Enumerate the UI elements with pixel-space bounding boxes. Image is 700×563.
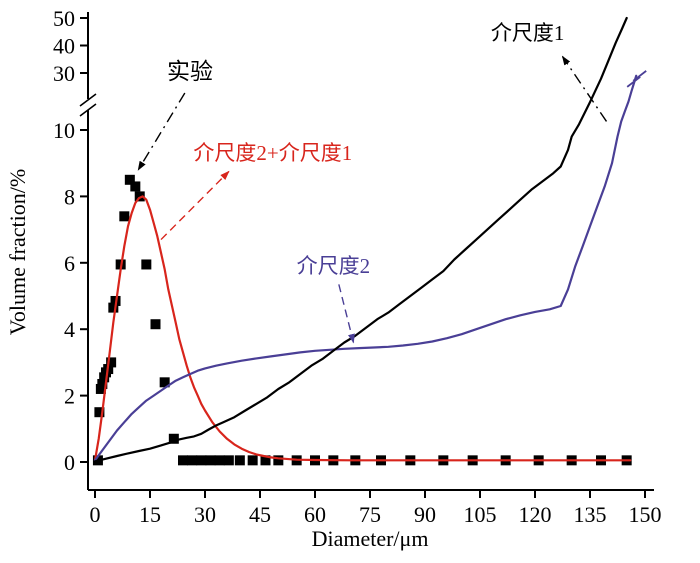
x-tick-label: 120 (519, 502, 552, 527)
annotation-exp-label: 实验 (167, 59, 213, 84)
y-tick-label: 50 (53, 6, 75, 31)
y-tick-label: 8 (64, 184, 75, 209)
x-tick-label: 105 (464, 502, 497, 527)
annotation-meso1-arrow (561, 55, 608, 122)
scatter-point (134, 191, 145, 202)
scatter-point (214, 455, 225, 466)
x-tick-label: 45 (249, 502, 271, 527)
annotation-exp-arrow (137, 92, 186, 171)
y-tick-label: 0 (64, 450, 75, 475)
scatter-point (168, 433, 179, 444)
scatter-point (273, 455, 284, 466)
x-tick-label: 15 (139, 502, 161, 527)
scatter-point (223, 455, 234, 466)
scatter-point (150, 319, 161, 330)
scatter-point (106, 357, 117, 368)
x-axis-title: Diameter/μm (312, 526, 429, 551)
series (92, 16, 647, 466)
annotation-red-arrow (160, 170, 230, 241)
scatter-point (97, 378, 108, 389)
x-tick-label: 60 (304, 502, 326, 527)
x-tick-label: 90 (414, 502, 436, 527)
series-meso1 (93, 16, 628, 463)
annotation-blue-label: 介尺度2 (297, 254, 371, 278)
y-tick-label: 4 (64, 317, 75, 342)
scatter-point (187, 455, 198, 466)
x-tick-label: 135 (574, 502, 607, 527)
y-tick-label: 6 (64, 251, 75, 276)
scatter-point (234, 455, 245, 466)
y-axis-break-icon (79, 93, 97, 117)
annotation-red-label: 介尺度2+介尺度1 (193, 141, 352, 165)
scatter-point (141, 259, 152, 270)
scatter-point (260, 455, 271, 466)
x-tick-label: 75 (359, 502, 381, 527)
annotation-meso1-label: 介尺度1 (491, 21, 565, 45)
scatter-point (119, 211, 130, 222)
scatter-point (247, 455, 258, 466)
scatter-point (94, 407, 105, 418)
curve-break-icon (626, 70, 647, 88)
x-tick-label: 30 (194, 502, 216, 527)
y-axis-title: Volume fraction/% (5, 169, 30, 335)
scatter-point (130, 181, 141, 192)
y-tick-label: 10 (53, 118, 75, 143)
scatter-point (178, 455, 188, 466)
series-meso2 (93, 74, 638, 462)
x-tick-label: 150 (629, 502, 662, 527)
annotation-blue-arrow (338, 284, 355, 344)
scatter-point (196, 455, 207, 466)
y-tick-label: 40 (53, 34, 75, 59)
scatter-point (124, 174, 135, 185)
scatter-point (159, 377, 170, 388)
y-tick-label: 2 (64, 384, 75, 409)
scatter-point (205, 455, 216, 466)
series-experiment (92, 174, 632, 466)
series-meso2plus1 (93, 195, 632, 462)
y-tick-label: 30 (53, 61, 75, 86)
scatter-point (108, 302, 119, 313)
x-tick-label: 0 (90, 502, 101, 527)
